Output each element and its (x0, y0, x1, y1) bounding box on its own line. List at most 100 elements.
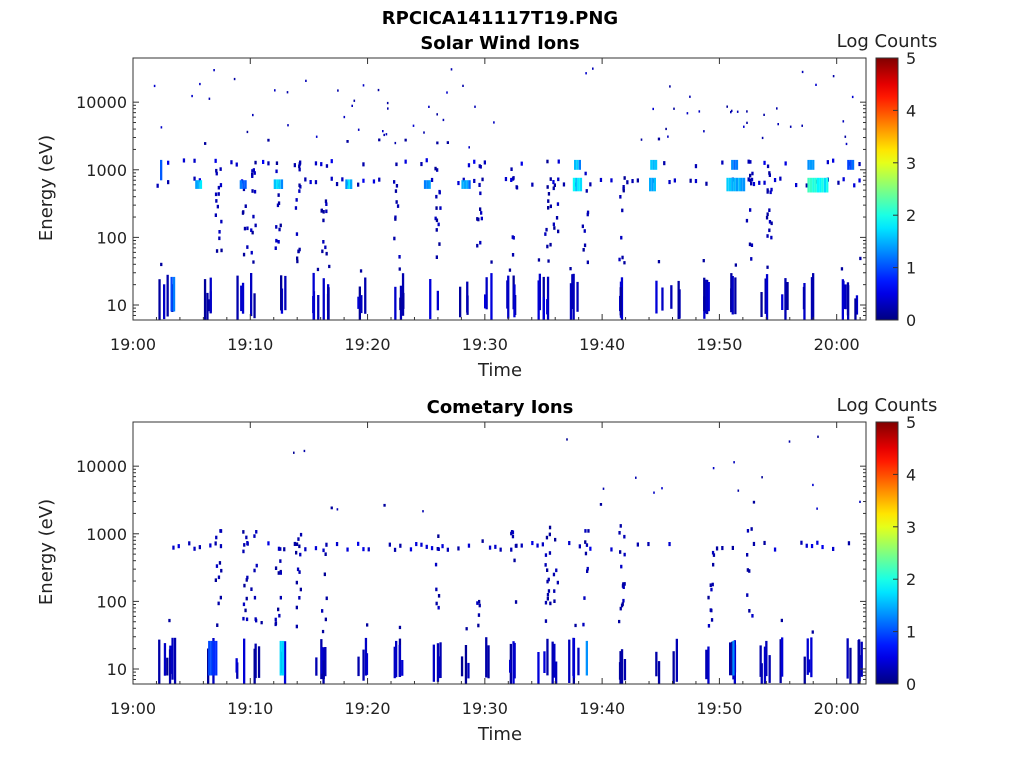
spectrogram-cell (812, 159, 815, 170)
colorbar-tick-label: 5 (906, 413, 916, 432)
spectrogram-cell (636, 178, 639, 183)
spectrogram-cell (277, 607, 280, 612)
spectrogram-cell (619, 287, 622, 316)
spectrogram-cell (810, 277, 814, 320)
spectrogram-cell (555, 568, 558, 573)
spectrogram-cell (576, 281, 579, 312)
spectrogram-cell (422, 510, 424, 513)
spectrogram-cell (846, 638, 849, 679)
spectrogram-cell (485, 637, 488, 678)
spectrogram-cell (650, 159, 653, 170)
spectrogram-cell (623, 659, 627, 681)
spectrogram-cell (327, 287, 330, 320)
spectrogram-cell (214, 158, 217, 163)
spectrogram-cell (351, 104, 353, 107)
spectrogram-cell (435, 255, 438, 259)
spectrogram-cell (705, 279, 708, 314)
spectrogram-cell (325, 164, 329, 168)
spectrogram-cell (199, 180, 203, 189)
spectrogram-cell (809, 159, 812, 170)
colorbar-tick-label: 0 (906, 675, 916, 694)
spectrogram-cell (553, 183, 556, 187)
spectrogram-cell (711, 582, 714, 587)
spectrogram-cell (544, 553, 548, 557)
spectrogram-cell (655, 280, 658, 314)
spectrogram-cell (786, 282, 789, 310)
spectrogram-cell (599, 503, 603, 506)
spectrogram-cell (436, 113, 438, 116)
spectrogram-cell (479, 165, 482, 169)
spectrogram-cell (677, 280, 680, 319)
spectrogram-cell (549, 601, 552, 606)
spectrogram-cell (253, 648, 256, 684)
spectrogram-cell (668, 180, 671, 185)
spectrogram-cell (546, 244, 549, 249)
spectrogram-cell (160, 126, 163, 129)
spectrogram-cell (430, 546, 434, 551)
spectrogram-cell (640, 138, 643, 141)
spectrogram-cell (425, 158, 428, 163)
spectrogram-cell (206, 292, 209, 320)
spectrogram-cell (618, 257, 621, 262)
spectrogram-cell (712, 562, 715, 567)
spectrogram-cell (779, 639, 782, 684)
spectrogram-cell (362, 178, 365, 183)
spectrogram-cell (582, 622, 585, 627)
panel-title: Cometary Ions (427, 397, 574, 418)
spectrogram-cell (750, 243, 754, 247)
spectrogram-cell (275, 169, 278, 174)
spectrogram-cell (163, 643, 167, 676)
spectrogram-cell (254, 223, 257, 228)
spectrogram-cell (752, 500, 756, 504)
spectrogram-cell (546, 568, 549, 572)
spectrogram-cell (730, 109, 733, 112)
spectrogram-cell (858, 162, 861, 167)
spectrogram-cell (216, 204, 219, 209)
spectrogram-cell (244, 204, 247, 208)
spectrogram-cell (409, 547, 413, 552)
colorbar-tick-label: 3 (906, 154, 916, 173)
spectrogram-cell (193, 546, 196, 551)
spectrogram-cell (244, 608, 247, 613)
spectrogram-cell (855, 295, 859, 315)
y-tick-label: 10000 (76, 93, 127, 112)
spectrogram-cell (478, 603, 481, 608)
spectrogram-cell (398, 267, 401, 271)
spectrogram-cell (557, 159, 560, 164)
spectrogram-cell (156, 183, 159, 188)
spectrogram-cell (460, 656, 464, 677)
spectrogram-cell (547, 192, 551, 196)
spectrogram-cell (547, 259, 550, 263)
spectrogram-cell (323, 572, 326, 577)
spectrogram-cell (571, 274, 574, 309)
spectrogram-cell (235, 162, 238, 167)
spectrogram-cell (777, 123, 779, 126)
spectrogram-cell (746, 568, 749, 572)
colorbar-tick-label: 2 (906, 570, 916, 589)
spectrogram-cell (619, 195, 622, 199)
spectrogram-cell (442, 118, 445, 122)
spectrogram-cell (847, 541, 851, 546)
spectrogram-cell (420, 542, 423, 547)
spectrogram-cell (763, 646, 767, 684)
spectrogram-cell (459, 286, 462, 318)
spectrogram-cell (515, 543, 518, 548)
spectrogram-cell (393, 646, 396, 679)
spectrogram-cell (487, 645, 490, 679)
spectrogram-cell (467, 543, 471, 548)
spectrogram-cell (295, 624, 298, 629)
spectrogram-cell (314, 546, 318, 551)
spectrogram-cell (393, 547, 397, 552)
spectrogram-cell (621, 255, 624, 260)
spectrogram-cell (321, 249, 324, 254)
spectrogram-cell (731, 545, 734, 550)
spectrogram-cell (586, 210, 590, 215)
spectrogram-cell (817, 435, 819, 438)
spectrogram-cell (357, 656, 360, 677)
spectrogram-cell (510, 177, 513, 182)
spectrogram-cell (324, 552, 327, 556)
spectrogram-cell (304, 547, 307, 552)
spectrogram-cell (562, 182, 566, 187)
spectrogram-cell (474, 105, 476, 108)
spectrogram-cell (721, 546, 724, 551)
